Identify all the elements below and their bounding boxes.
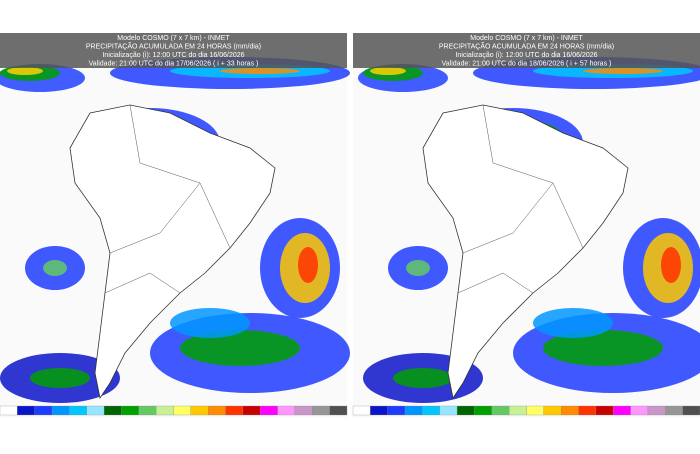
colorbar-swatch: [352, 405, 371, 416]
header-line: Validade: 21:00 UTC do dia 17/06/2026 ( …: [89, 60, 259, 67]
colorbar-swatch: [578, 405, 597, 416]
colorbar-swatch: [86, 405, 105, 416]
precip-area: [298, 247, 318, 283]
colorbar-swatch: [404, 405, 423, 416]
colorbar-swatch: [595, 405, 614, 416]
colorbar-swatch: [439, 405, 458, 416]
colorbar-swatch: [277, 405, 296, 416]
colorbar-swatch: [665, 405, 683, 416]
header-line: Validade: 21:00 UTC do dia 18/06/2026 ( …: [442, 60, 612, 67]
colorbar-swatch: [474, 405, 492, 416]
header-line: Modelo COSMO (7 x 7 km) - INMET: [470, 35, 583, 42]
header-line: PRECIPITAÇÃO ACUMULADA EM 24 HORAS (mm/d…: [86, 41, 261, 50]
precip-area: [533, 308, 613, 338]
header-line: Inicialização (i): 12:00 UTC do dia 16/0…: [455, 52, 597, 59]
precip-area: [583, 68, 663, 74]
colorbar-swatch: [34, 405, 53, 416]
colorbar-swatch: [647, 405, 666, 416]
colorbar-swatch: [526, 405, 545, 416]
colorbar-swatch: [17, 405, 35, 416]
header-line: Inicialização (i): 12:00 UTC do dia 16/0…: [102, 52, 244, 59]
precip-area: [661, 247, 681, 283]
colorbar-swatch: [242, 405, 261, 416]
colorbar-swatch: [51, 405, 70, 416]
precip-area: [220, 68, 300, 74]
colorbar-swatch: [121, 405, 139, 416]
colorbar-swatch: [370, 405, 388, 416]
colorbar-swatch: [561, 405, 579, 416]
header-line: PRECIPITAÇÃO ACUMULADA EM 24 HORAS (mm/d…: [439, 41, 614, 50]
colorbar-swatch: [155, 405, 174, 416]
precip-area: [406, 260, 430, 276]
colorbar-swatch: [312, 405, 330, 416]
borders: [457, 104, 584, 294]
header-line: Modelo COSMO (7 x 7 km) - INMET: [117, 35, 230, 42]
colorbar-swatch: [387, 405, 406, 416]
colorbar-swatch: [208, 405, 226, 416]
colorbar-swatch: [491, 405, 510, 416]
header: [0, 33, 347, 68]
colorbar-swatch: [543, 405, 562, 416]
colorbar-swatch: [260, 405, 278, 416]
colorbar-swatch: [508, 405, 527, 416]
precip-area: [43, 260, 67, 276]
borders: [104, 104, 231, 294]
colorbar-swatch: [69, 405, 87, 416]
colorbar-swatch: [173, 405, 192, 416]
map-panel: Modelo COSMO (7 x 7 km) - INMETPRECIPITA…: [0, 33, 350, 418]
colorbar-swatch: [0, 405, 18, 416]
colorbar-swatch: [225, 405, 244, 416]
precip-area: [7, 67, 43, 75]
precip-area: [543, 330, 663, 366]
colorbar-swatch: [630, 405, 649, 416]
colorbar-swatch: [456, 405, 475, 416]
colorbar-swatch: [682, 405, 700, 416]
colorbar-swatch: [103, 405, 122, 416]
colorbar-swatch: [294, 405, 313, 416]
precip-area: [170, 308, 250, 338]
map-panel: Modelo COSMO (7 x 7 km) - INMETPRECIPITA…: [352, 33, 700, 418]
colorbar-swatch: [138, 405, 157, 416]
colorbar-swatch: [190, 405, 209, 416]
precip-area: [370, 67, 406, 75]
precip-area: [393, 368, 453, 388]
header: [353, 33, 700, 68]
colorbar-swatch: [613, 405, 631, 416]
precip-area: [180, 330, 300, 366]
precip-area: [30, 368, 90, 388]
colorbar-swatch: [329, 405, 348, 416]
colorbar-swatch: [422, 405, 440, 416]
